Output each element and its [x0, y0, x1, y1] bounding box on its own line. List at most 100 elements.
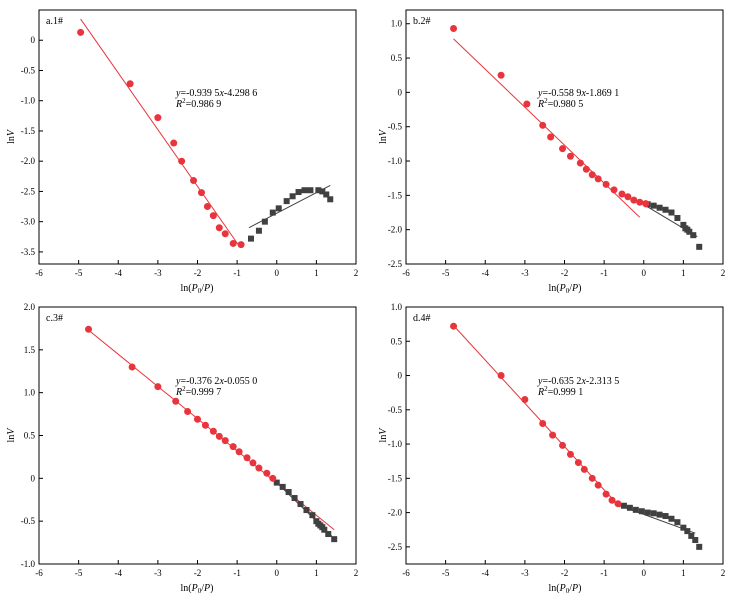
x-tick-label: -6 — [402, 268, 410, 278]
red-circle-point — [566, 450, 574, 458]
gray-square-point — [303, 507, 310, 514]
y-tick-label: -1.5 — [388, 190, 403, 200]
y-tick-label: -2.5 — [388, 542, 403, 552]
red-circle-point — [636, 198, 644, 206]
gray-square-point — [285, 489, 292, 496]
red-circle-point — [580, 465, 588, 473]
red-circle-point — [197, 189, 205, 197]
x-tick-label: 0 — [275, 568, 280, 578]
y-tick-label: 2.0 — [24, 302, 36, 312]
gray-square-point — [309, 512, 316, 519]
y-tick-label: -0.5 — [388, 122, 403, 132]
y-tick-label: -2.5 — [21, 186, 36, 196]
red-circle-point — [450, 25, 458, 33]
y-tick-label: 0.5 — [24, 431, 36, 441]
y-tick-label: -2.0 — [388, 225, 403, 235]
y-tick-label: -0.5 — [21, 65, 36, 75]
gray-square-point — [331, 536, 338, 543]
red-circle-point — [170, 139, 178, 147]
red-circle-point — [594, 481, 602, 489]
y-tick-label: 0 — [398, 87, 403, 97]
gray-square-point — [668, 515, 675, 522]
red-circle-point — [237, 241, 245, 249]
red-circle-point — [190, 177, 198, 185]
x-tick-label: -5 — [75, 268, 83, 278]
red-circle-point — [624, 193, 632, 201]
gray-square-point — [680, 524, 687, 531]
gray-square-point — [644, 509, 651, 516]
fit-equation: y=-0.376 2x-0.055 0 — [175, 376, 257, 387]
x-tick-label: -1 — [233, 568, 241, 578]
fit-equation: y=-0.939 5x-4.298 6 — [175, 88, 257, 99]
r-squared: R2=0.999 7 — [175, 385, 221, 398]
red-circle-point — [614, 500, 622, 508]
y-tick-label: 1.5 — [24, 345, 36, 355]
red-circle-point — [582, 165, 590, 173]
gray-square-point — [626, 504, 633, 511]
y-tick-label: -1.0 — [21, 559, 36, 569]
gray-square-point — [638, 508, 645, 515]
x-tick-label: -4 — [482, 568, 490, 578]
red-circle-point — [269, 474, 277, 482]
gray-square-point — [656, 511, 663, 518]
y-tick-label: -0.5 — [21, 516, 36, 526]
red-circle-point — [229, 443, 237, 451]
x-tick-label: 2 — [721, 268, 726, 278]
red-circle-point — [229, 239, 237, 247]
gray-square-point — [269, 209, 276, 216]
red-circle-point — [221, 437, 229, 445]
red-circle-point — [85, 325, 93, 333]
x-tick-label: 1 — [681, 568, 686, 578]
panel-label: a.1# — [46, 16, 63, 27]
panel-3: -6 -5 -4 -3 -2 -1 0 1 2 -1.0 -0.5 0 0.5 1.0 1.5 2.0 c.3#… — [6, 302, 358, 595]
fit-equation: y=-0.558 9x-1.869 1 — [537, 88, 619, 99]
x-tick-label: -5 — [75, 568, 83, 578]
x-tick-label: 2 — [354, 268, 359, 278]
red-circle-point — [539, 121, 547, 129]
x-tick-label: -3 — [154, 568, 162, 578]
gray-square-point — [291, 495, 298, 502]
panel-label: b.2# — [413, 16, 431, 27]
y-tick-label: 1.0 — [391, 19, 403, 29]
gray-square-point — [283, 198, 290, 205]
y-tick-label: 0.5 — [391, 336, 403, 346]
gray-square-point — [690, 232, 697, 239]
gray-square-point — [247, 235, 254, 242]
x-tick-label: -2 — [194, 268, 202, 278]
red-circle-point — [574, 459, 582, 467]
red-circle-point — [263, 469, 271, 477]
red-circle-point — [588, 171, 596, 179]
gray-square-point — [275, 205, 282, 212]
red-circle-point — [549, 431, 557, 439]
x-tick-label: 0 — [642, 268, 647, 278]
red-circle-point — [642, 200, 650, 208]
red-circle-point — [588, 474, 596, 482]
x-tick-label: -2 — [561, 268, 569, 278]
red-circle-point — [576, 159, 584, 167]
x-tick-label: -6 — [402, 568, 410, 578]
r-squared: R2=0.980 5 — [537, 97, 583, 110]
y-tick-label: 0 — [398, 371, 403, 381]
x-tick-label: 1 — [681, 268, 686, 278]
red-circle-point — [126, 80, 134, 88]
gray-square-point — [319, 188, 326, 195]
gray-square-point — [289, 193, 296, 200]
red-circle-point — [559, 441, 567, 449]
red-circle-point — [255, 464, 263, 472]
red-circle-point — [221, 230, 229, 238]
x-tick-label: 2 — [354, 568, 359, 578]
gray-square-point — [321, 526, 328, 533]
gray-square-point — [307, 187, 314, 194]
red-circle-point — [608, 496, 616, 504]
gray-square-point — [688, 532, 695, 539]
gray-square-point — [650, 202, 657, 209]
gray-square-point — [297, 501, 304, 508]
gray-square-point — [295, 189, 302, 196]
red-circle-point — [243, 454, 251, 462]
red-circle-point — [497, 71, 505, 79]
gray-square-point — [279, 483, 286, 490]
x-tick-label: -3 — [521, 568, 529, 578]
y-tick-label: -3.5 — [21, 247, 36, 257]
x-tick-label: 0 — [275, 268, 280, 278]
red-circle-point — [610, 186, 618, 194]
